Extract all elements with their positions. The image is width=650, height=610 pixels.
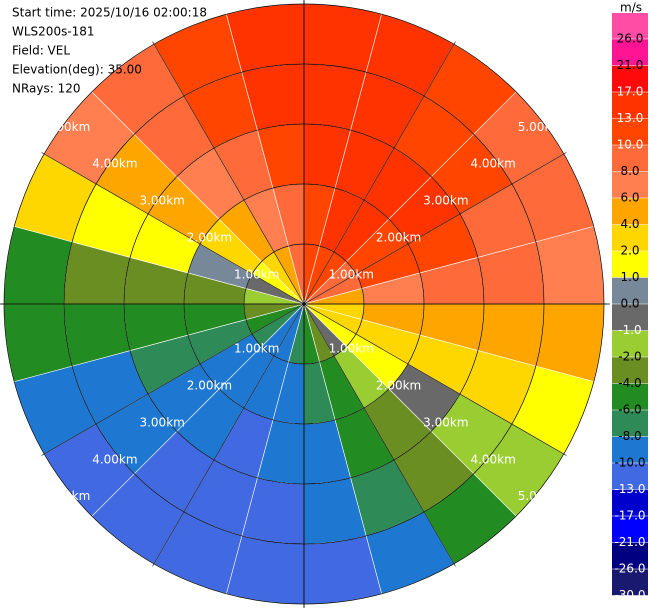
colorbar-box (612, 357, 648, 384)
colorbar-tick-label: 4.0 (620, 217, 639, 231)
range-ring-label: 5.00km (45, 120, 90, 134)
colorbar-box (612, 542, 648, 569)
range-ring-label: 3.00km (139, 415, 184, 429)
colorbar-box (612, 224, 648, 251)
range-ring-label: 3.00km (423, 415, 468, 429)
colorbar-tick-label: -17.0 (614, 509, 645, 523)
radial-line (41, 152, 305, 305)
colorbar-box (612, 436, 648, 463)
colorbar-tick-label: 6.0 (620, 191, 639, 205)
colorbar-box (612, 330, 648, 357)
range-ring-label: 2.00km (187, 231, 232, 245)
info-text: Elevation(deg): 35.00 (12, 63, 142, 77)
colorbar-tick-label: 0.0 (620, 297, 639, 311)
colorbar-tick-label: -10.0 (614, 456, 645, 470)
radial-line (303, 152, 567, 305)
range-ring-label: 1.00km (234, 341, 279, 355)
radial-line (152, 41, 305, 305)
colorbar-tick-label: 13.0 (617, 111, 644, 125)
range-ring (3, 3, 605, 605)
range-ring-label: 4.00km (470, 452, 515, 466)
colorbar-label: m/s (620, 1, 642, 15)
radial-line (152, 303, 305, 567)
colorbar-tick-label: -26.0 (614, 562, 645, 576)
range-ring-label: 3.00km (423, 194, 468, 208)
colorbar-box (612, 198, 648, 225)
colorbar-box (612, 251, 648, 278)
info-text: WLS200s-181 (12, 25, 95, 39)
info-text: Start time: 2025/10/16 02:00:18 (12, 6, 207, 20)
colorbar-box (612, 383, 648, 410)
range-ring-label: 1.00km (329, 268, 374, 282)
range-ring-label: 3.00km (139, 194, 184, 208)
range-ring-label: 4.00km (470, 157, 515, 171)
range-ring-label: 5.00km (518, 120, 563, 134)
colorbar-box (612, 304, 648, 331)
range-ring-label: 2.00km (187, 378, 232, 392)
range-ring-label: 2.00km (376, 231, 421, 245)
colorbar-box (612, 39, 648, 66)
colorbar-tick-label: 17.0 (617, 85, 644, 99)
colorbar-tick-label: -1.0 (618, 323, 641, 337)
colorbar-tick-label: -6.0 (618, 403, 641, 417)
colorbar-box (612, 410, 648, 437)
colorbar-tick-label: 21.0 (617, 58, 644, 72)
range-ring-label: 2.00km (376, 378, 421, 392)
colorbar-tick-label: 1.0 (620, 270, 639, 284)
colorbar-box (612, 145, 648, 172)
radial-line (41, 303, 305, 456)
colorbar-box (612, 118, 648, 145)
colorbar-box (612, 463, 648, 490)
colorbar-tick-label: -2.0 (618, 350, 641, 364)
range-ring-label: 4.00km (92, 157, 137, 171)
colorbar-tick-label: -30.0 (614, 588, 645, 602)
colorbar-tick-label: 8.0 (620, 164, 639, 178)
colorbar-tick-label: 10.0 (617, 138, 644, 152)
range-ring (63, 63, 545, 545)
info-text: NRays: 120 (12, 82, 81, 96)
range-ring-label: 5.00km (45, 489, 90, 503)
colorbar-tick-label: -21.0 (614, 535, 645, 549)
colorbar-box (612, 65, 648, 92)
range-ring-label: 5.00km (518, 489, 563, 503)
range-ring (243, 243, 365, 365)
range-ring (123, 123, 485, 485)
colorbar-tick-label: -8.0 (618, 429, 641, 443)
range-ring-label: 1.00km (329, 341, 374, 355)
radial-line (303, 303, 567, 456)
colorbar-box (612, 489, 648, 516)
colorbar-box (612, 516, 648, 543)
colorbar-box (612, 569, 648, 596)
colorbar-box (612, 171, 648, 198)
radial-line (303, 303, 456, 567)
radial-line (303, 41, 456, 305)
colorbar-box (612, 277, 648, 304)
colorbar-tick-label: 26.0 (617, 32, 644, 46)
colorbar-tick-label: -4.0 (618, 376, 641, 390)
info-text: Field: VEL (12, 44, 70, 58)
range-ring-label: 4.00km (92, 452, 137, 466)
range-ring (183, 183, 425, 425)
colorbar-box (612, 92, 648, 119)
range-ring-label: 1.00km (234, 268, 279, 282)
colorbar-tick-label: -13.0 (614, 482, 645, 496)
colorbar-box (612, 13, 648, 39)
colorbar-tick-label: 2.0 (620, 244, 639, 258)
